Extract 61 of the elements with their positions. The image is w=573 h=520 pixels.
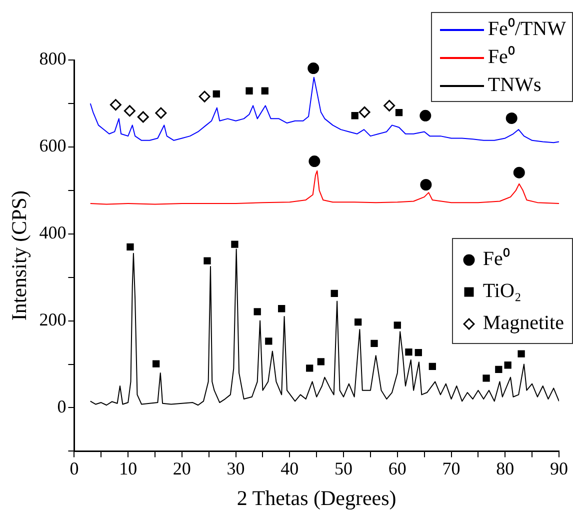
point (513, 166, 525, 178)
x-tick-label: 60 (388, 458, 406, 479)
point (420, 110, 432, 122)
x-tick-label: 70 (442, 458, 460, 479)
y-tick-label: 800 (39, 48, 66, 69)
x-tick-label: 40 (280, 458, 299, 479)
point (155, 107, 167, 119)
point (137, 111, 149, 123)
x-tick-label: 20 (172, 458, 191, 479)
y-tick-label: 200 (39, 310, 66, 330)
point (261, 87, 268, 94)
point (265, 338, 272, 345)
x-tick-label: 30 (226, 458, 245, 479)
point (495, 366, 502, 374)
point (482, 374, 490, 382)
x-axis-title: 2 Thetas (Degrees) (236, 486, 396, 510)
y-axis-title: Intensity (CPS) (7, 190, 32, 321)
point (414, 348, 422, 356)
point (351, 112, 358, 120)
y-tick-label: 400 (39, 222, 66, 243)
point (428, 362, 436, 370)
point (254, 308, 261, 316)
legend-label: Fe⁰/TNW (488, 18, 566, 40)
point (370, 340, 378, 347)
point (152, 360, 160, 368)
legend-label: Fe⁰ (488, 46, 515, 68)
point (306, 364, 314, 372)
x-tick-label: 80 (496, 458, 514, 479)
point (246, 87, 253, 94)
point (405, 348, 412, 356)
point (358, 106, 370, 118)
point (384, 100, 396, 112)
point (317, 358, 324, 366)
point (308, 62, 320, 74)
legend-label: Magnetite (482, 312, 564, 334)
point (278, 305, 286, 312)
x-tick-label: 0 (70, 458, 79, 479)
point (231, 240, 238, 248)
point (394, 322, 401, 329)
y-tick-label: 600 (39, 136, 66, 156)
point (420, 179, 432, 190)
point (198, 90, 210, 102)
point (330, 290, 338, 297)
point (504, 362, 512, 369)
x-tick-label: 10 (119, 458, 138, 479)
point (212, 90, 220, 98)
legend-label: Fe⁰ (482, 248, 510, 270)
legend-label: TiO₂ (482, 280, 522, 302)
point (124, 105, 136, 117)
point (110, 99, 122, 111)
point (395, 109, 403, 116)
x-tick-label: 90 (550, 458, 568, 479)
point (308, 156, 320, 168)
x-tick-label: 50 (334, 458, 353, 479)
point (518, 350, 525, 358)
point (204, 257, 211, 264)
point (126, 243, 134, 250)
point (354, 318, 362, 326)
point (506, 112, 518, 124)
legend-label: TNWs (488, 74, 542, 96)
y-tick-label: 0 (57, 396, 66, 416)
